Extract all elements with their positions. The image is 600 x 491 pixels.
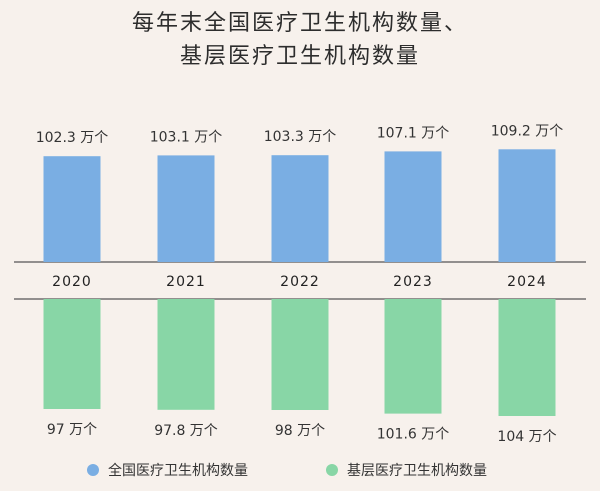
legend-label-grassroots: 基层医疗卫生机构数量 bbox=[347, 462, 487, 479]
value-label-national-2022: 103.3 万个 bbox=[264, 129, 337, 145]
legend-marker-grassroots bbox=[326, 464, 338, 476]
value-label-grassroots-2023: 101.6 万个 bbox=[377, 427, 450, 443]
bar-grassroots-2020 bbox=[43, 299, 101, 409]
chart-title-line: 每年末全国医疗卫生机构数量、 bbox=[132, 11, 468, 36]
bar-grassroots-2021 bbox=[157, 299, 215, 410]
value-label-national-2021: 103.1 万个 bbox=[150, 129, 223, 145]
year-label-2022: 2022 bbox=[280, 274, 320, 290]
bar-national-2023 bbox=[384, 151, 442, 262]
value-label-national-2023: 107.1 万个 bbox=[377, 125, 450, 141]
value-label-grassroots-2021: 97.8 万个 bbox=[154, 423, 218, 439]
bar-grassroots-2022 bbox=[271, 299, 329, 410]
legend-label-national: 全国医疗卫生机构数量 bbox=[108, 462, 248, 479]
bar-grassroots-2024 bbox=[498, 299, 556, 416]
bar-national-2022 bbox=[271, 155, 329, 262]
value-label-grassroots-2022: 98 万个 bbox=[275, 423, 325, 439]
year-label-2023: 2023 bbox=[393, 274, 433, 290]
legend-marker-national bbox=[87, 464, 99, 476]
bar-grassroots-2023 bbox=[384, 299, 442, 414]
bar-national-2020 bbox=[43, 156, 101, 262]
bar-national-2024 bbox=[498, 149, 556, 262]
year-label-2021: 2021 bbox=[166, 274, 206, 290]
bar-national-2021 bbox=[157, 155, 215, 262]
value-label-grassroots-2020: 97 万个 bbox=[47, 422, 97, 438]
chart-title-line: 基层医疗卫生机构数量 bbox=[180, 44, 420, 69]
value-label-national-2020: 102.3 万个 bbox=[36, 130, 109, 146]
value-label-national-2024: 109.2 万个 bbox=[491, 123, 564, 139]
year-label-2024: 2024 bbox=[507, 274, 547, 290]
year-label-2020: 2020 bbox=[52, 274, 92, 290]
value-label-grassroots-2024: 104 万个 bbox=[497, 429, 556, 445]
